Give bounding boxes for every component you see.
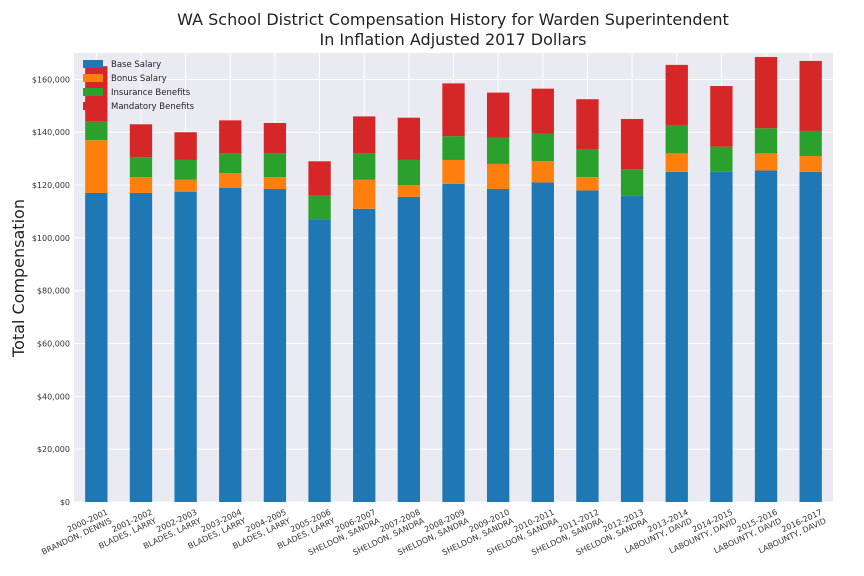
bar-mandatory-benefits	[219, 120, 242, 154]
bar-bonus-salary	[219, 173, 242, 188]
bar-base-salary	[620, 195, 644, 502]
bar-insurance-benefits	[442, 136, 465, 160]
bar-insurance-benefits	[620, 169, 644, 196]
bar-mandatory-benefits	[174, 132, 197, 160]
legend-label: Mandatory Benefits	[111, 102, 195, 112]
bar-bonus-salary	[174, 179, 197, 192]
chart-title-line-1: WA School District Compensation History …	[177, 10, 729, 29]
bar-bonus-salary	[263, 177, 287, 190]
y-tick-label: $20,000	[37, 445, 70, 454]
chart-title-line-2: In Inflation Adjusted 2017 Dollars	[319, 30, 586, 49]
bar-bonus-salary	[754, 153, 778, 171]
bar-base-salary	[665, 171, 688, 502]
legend-swatch	[83, 60, 103, 68]
bar-mandatory-benefits	[620, 119, 644, 170]
bar-mandatory-benefits	[397, 117, 421, 160]
bar-insurance-benefits	[263, 153, 287, 178]
bar-insurance-benefits	[754, 128, 778, 154]
bar-mandatory-benefits	[799, 60, 822, 131]
bar-insurance-benefits	[710, 146, 733, 172]
bar-insurance-benefits	[397, 159, 421, 186]
bar-insurance-benefits	[129, 157, 153, 178]
bar-insurance-benefits	[531, 133, 554, 162]
bar-bonus-salary	[576, 177, 599, 191]
bar-mandatory-benefits	[754, 56, 778, 129]
bar-bonus-salary	[442, 159, 465, 184]
bar-bonus-salary	[129, 177, 153, 193]
bar-mandatory-benefits	[353, 116, 376, 154]
bars	[85, 56, 822, 503]
bar-base-salary	[397, 196, 421, 502]
bar-base-salary	[486, 189, 510, 503]
bar-mandatory-benefits	[710, 86, 733, 147]
x-axis-ticks: 2000-2001BRANDON, DENNIS2001-2002BLADES,…	[40, 508, 827, 558]
bar-insurance-benefits	[219, 153, 242, 174]
bar-insurance-benefits	[308, 195, 331, 220]
legend-label: Insurance Benefits	[111, 88, 191, 98]
bar-base-salary	[219, 187, 242, 502]
bar-base-salary	[710, 171, 733, 502]
bar-mandatory-benefits	[308, 161, 331, 196]
y-tick-label: $100,000	[32, 234, 70, 243]
y-axis-label: Total Compensation	[9, 199, 28, 358]
bar-base-salary	[442, 183, 465, 503]
bar-insurance-benefits	[665, 125, 688, 154]
bar-mandatory-benefits	[576, 99, 599, 150]
y-tick-label: $60,000	[37, 340, 70, 349]
bar-bonus-salary	[799, 156, 822, 172]
bar-base-salary	[308, 219, 331, 503]
bar-insurance-benefits	[799, 130, 822, 157]
bar-mandatory-benefits	[531, 88, 554, 134]
legend: Base Salary Bonus Salary Insurance Benefit…	[83, 60, 195, 112]
bar-base-salary	[531, 182, 554, 502]
bar-mandatory-benefits	[263, 122, 287, 154]
legend-swatch	[83, 102, 103, 110]
bar-bonus-salary	[486, 163, 510, 190]
bar-bonus-salary	[353, 179, 376, 209]
y-tick-label: $80,000	[37, 287, 70, 296]
bar-base-salary	[754, 170, 778, 502]
bar-insurance-benefits	[353, 153, 376, 180]
bar-mandatory-benefits	[129, 124, 153, 158]
bar-insurance-benefits	[174, 159, 197, 180]
bar-base-salary	[576, 190, 599, 502]
bar-bonus-salary	[85, 140, 108, 193]
bar-base-salary	[174, 191, 197, 503]
y-tick-label: $120,000	[32, 181, 70, 190]
bar-base-salary	[799, 171, 822, 502]
bar-mandatory-benefits	[442, 83, 465, 137]
legend-swatch	[83, 88, 103, 96]
bar-mandatory-benefits	[486, 92, 510, 138]
bar-base-salary	[353, 208, 376, 502]
legend-label: Bonus Salary	[111, 74, 167, 84]
legend-label: Base Salary	[111, 60, 161, 70]
bar-bonus-salary	[665, 153, 688, 172]
y-tick-label: $0	[60, 498, 70, 507]
bar-base-salary	[129, 192, 153, 502]
y-tick-label: $160,000	[32, 75, 70, 84]
bar-base-salary	[85, 192, 108, 502]
y-tick-label: $40,000	[37, 392, 70, 401]
legend-swatch	[83, 74, 103, 82]
bar-bonus-salary	[531, 161, 554, 183]
y-axis-ticks: $0 $20,000 $40,000 $60,000 $80,000 $100,000 $1…	[32, 75, 70, 507]
bar-mandatory-benefits	[665, 64, 688, 126]
bar-insurance-benefits	[576, 149, 599, 178]
bar-bonus-salary	[397, 185, 421, 197]
y-tick-label: $140,000	[32, 128, 70, 137]
bar-insurance-benefits	[85, 121, 108, 141]
bar-insurance-benefits	[486, 137, 510, 164]
bar-base-salary	[263, 189, 287, 503]
